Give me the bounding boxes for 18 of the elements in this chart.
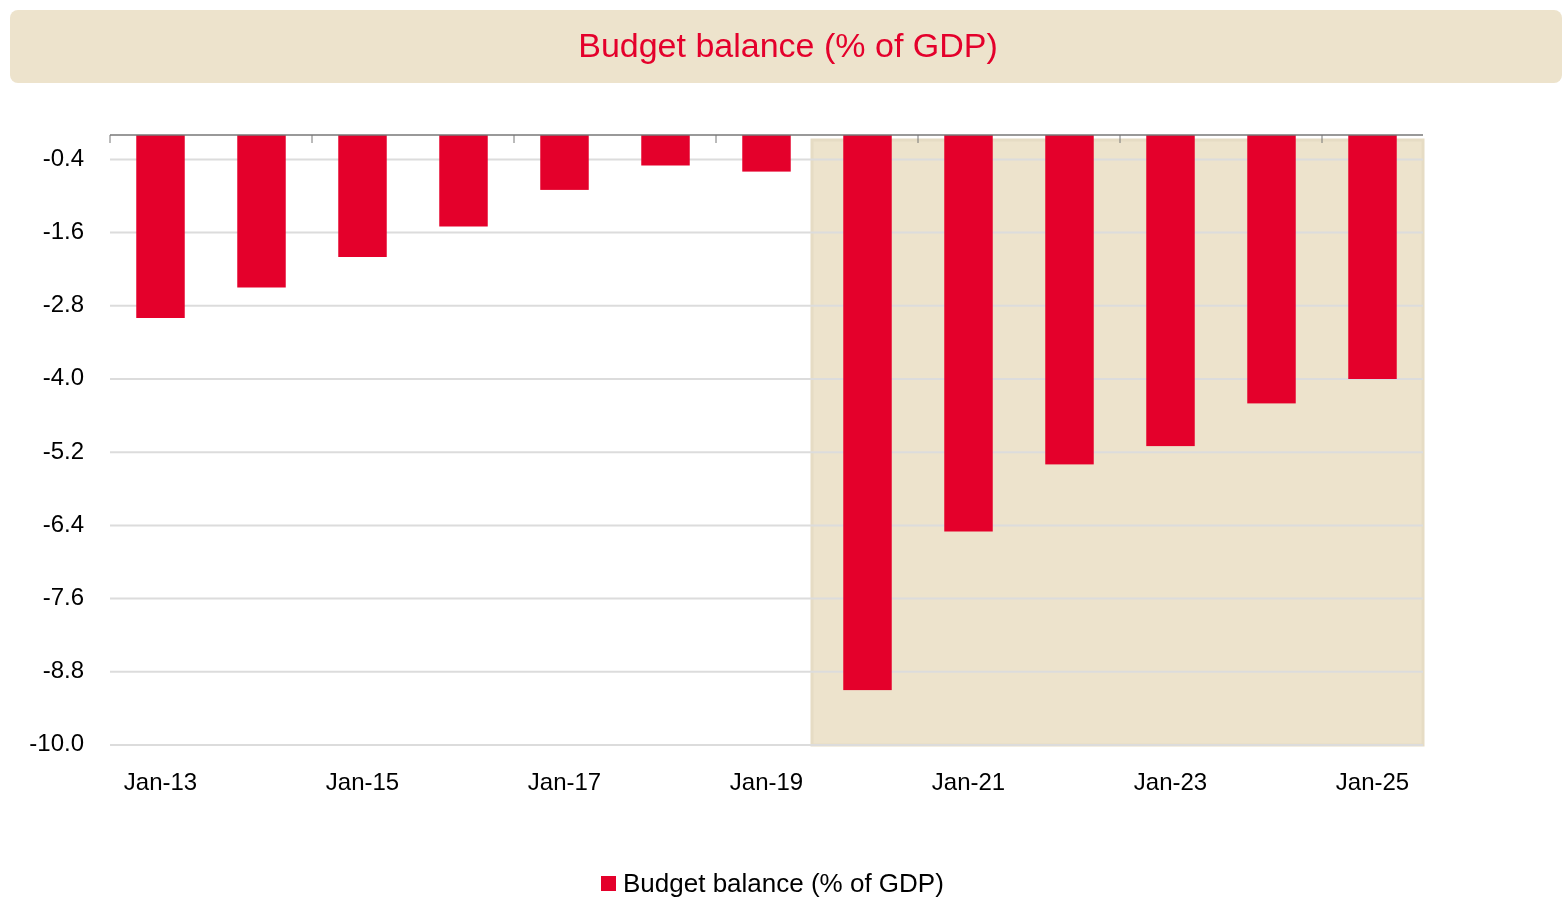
y-tick-label: -8.8 bbox=[42, 656, 84, 684]
legend-label: Budget balance (% of GDP) bbox=[623, 867, 944, 898]
x-tick-label: Jan-23 bbox=[1133, 768, 1208, 795]
y-tick-label: -1.6 bbox=[42, 216, 84, 244]
x-tick-label: Jan-15 bbox=[325, 768, 400, 795]
y-tick-label: -7.6 bbox=[42, 582, 84, 610]
y-tick-label: -6.4 bbox=[42, 509, 84, 537]
chart-title: Budget balance (% of GDP) bbox=[578, 25, 998, 64]
y-tick-label: -2.8 bbox=[42, 290, 84, 318]
y-tick-label: -0.4 bbox=[42, 143, 84, 171]
y-tick-label: -4.0 bbox=[42, 363, 84, 391]
x-tick-label: Jan-25 bbox=[1335, 768, 1410, 795]
x-tick-label: Jan-21 bbox=[931, 768, 1006, 795]
y-tick-label: -10.0 bbox=[29, 729, 84, 757]
x-tick-label: Jan-19 bbox=[729, 768, 804, 795]
x-tick-label: Jan-17 bbox=[527, 768, 602, 795]
y-tick-label: -5.2 bbox=[42, 436, 84, 464]
x-tick-label: Jan-13 bbox=[123, 768, 198, 795]
